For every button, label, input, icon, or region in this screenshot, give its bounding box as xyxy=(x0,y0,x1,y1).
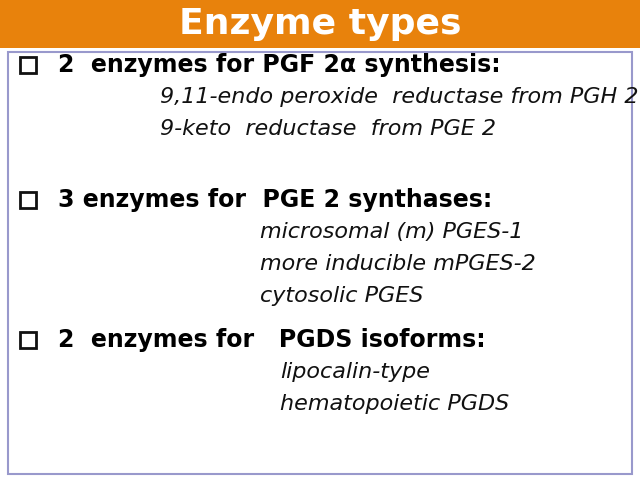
Text: hematopoietic PGDS: hematopoietic PGDS xyxy=(280,394,509,414)
Text: 2  enzymes for PGF 2α synthesis:: 2 enzymes for PGF 2α synthesis: xyxy=(58,53,500,77)
Text: 2  enzymes for   PGDS isoforms:: 2 enzymes for PGDS isoforms: xyxy=(58,328,486,352)
Bar xyxy=(8,52,632,474)
Text: lipocalin-type: lipocalin-type xyxy=(280,362,430,382)
Text: cytosolic PGES: cytosolic PGES xyxy=(260,286,424,306)
Bar xyxy=(20,192,36,208)
Bar xyxy=(20,57,36,73)
Bar xyxy=(20,332,36,348)
Text: more inducible mPGES-2: more inducible mPGES-2 xyxy=(260,254,536,274)
Text: 9-keto  reductase  from PGE 2: 9-keto reductase from PGE 2 xyxy=(160,119,496,139)
Text: 3 enzymes for  PGE 2 synthases:: 3 enzymes for PGE 2 synthases: xyxy=(58,188,492,212)
Text: microsomal (m) PGES-1: microsomal (m) PGES-1 xyxy=(260,222,524,242)
Bar xyxy=(0,0,640,48)
Text: 9,11-endo peroxide  reductase from PGH 2: 9,11-endo peroxide reductase from PGH 2 xyxy=(160,87,639,107)
Text: Enzyme types: Enzyme types xyxy=(179,7,461,41)
